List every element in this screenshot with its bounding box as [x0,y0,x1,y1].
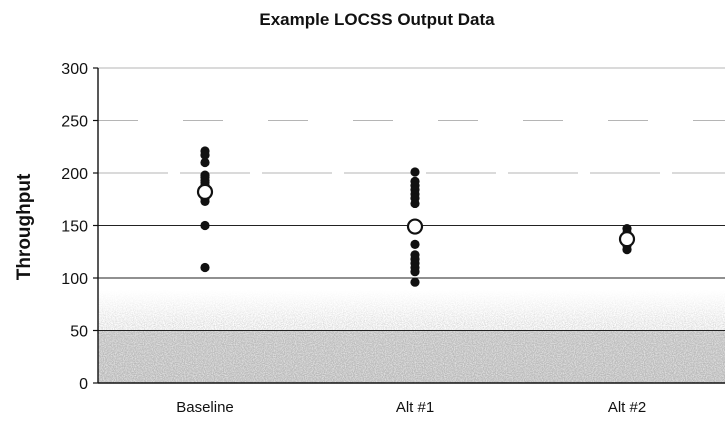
data-point-1-16 [410,277,420,287]
y-axis-label: Throughput [14,173,35,280]
y-tick-label-250: 250 [61,114,88,131]
mean-marker-2 [618,231,636,248]
mean-marker-1 [406,218,424,235]
data-point-0-14 [200,220,210,231]
data-points [196,146,636,287]
y-tick-label-0: 0 [79,376,88,393]
y-tick-label-50: 50 [70,324,88,341]
y-tick-label-150: 150 [61,219,88,236]
data-point-0-1 [200,150,210,160]
x-category-label-0: Baseline [176,399,234,416]
x-category-labels: Baseline Alt #1 Alt #2 [176,399,646,416]
background-texture [98,290,725,383]
y-tick-labels: 0 50 100 150 200 250 300 [61,61,98,393]
data-point-1-0 [410,167,420,177]
x-category-label-1: Alt #1 [396,399,434,416]
y-tick-label-300: 300 [61,61,88,78]
x-category-label-2: Alt #2 [608,399,646,416]
y-tick-label-100: 100 [61,271,88,288]
data-point-2-7 [622,245,632,255]
data-point-0-15 [200,262,210,273]
data-point-1-10 [410,239,420,249]
data-point-0-2 [200,157,210,168]
data-point-1-15 [410,267,420,277]
texture-noise-dense [98,330,725,383]
mean-marker-0 [196,183,214,200]
y-tick-label-200: 200 [61,166,88,183]
chart-title: Example LOCSS Output Data [259,10,495,29]
data-point-1-6 [410,198,420,209]
